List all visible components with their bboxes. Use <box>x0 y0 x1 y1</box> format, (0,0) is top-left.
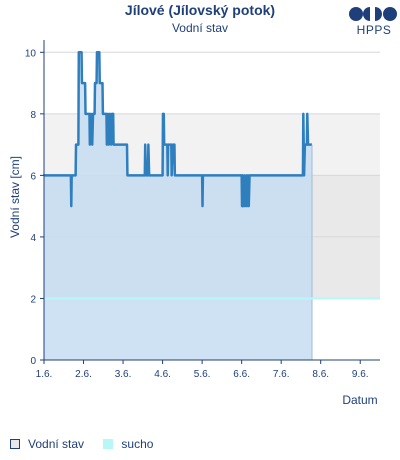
y-tick-label-1: 2 <box>30 294 36 305</box>
legend: Vodní stav sucho <box>10 437 169 452</box>
y-tick-label-5: 10 <box>25 48 37 59</box>
series-line-vodni-stav <box>42 51 313 208</box>
x-tick-label-7: 8.6. <box>312 369 329 380</box>
chart-title: Jílové (Jílovský potok) <box>124 2 276 18</box>
chart-subtitle: Vodní stav <box>171 21 229 35</box>
hpps-logo: HPPS <box>346 6 400 40</box>
x-tick-label-0: 1.6. <box>36 369 53 380</box>
x-tick-label-4: 5.6. <box>194 369 211 380</box>
legend-label-vodni-stav: Vodní stav <box>28 437 85 451</box>
x-tick-label-1: 2.6. <box>75 369 92 380</box>
series-area-vodni-stav <box>44 52 313 361</box>
hpps-logo-icon <box>349 7 397 21</box>
y-tick-label-4: 8 <box>30 110 36 121</box>
legend-item-sucho[interactable]: sucho <box>103 437 153 451</box>
logo-text: HPPS <box>356 23 392 37</box>
x-tick-label-6: 7.6. <box>273 369 290 380</box>
legend-swatch-sucho <box>103 439 114 449</box>
x-axis-label: Datum <box>342 393 378 407</box>
y-tick-label-0: 0 <box>30 356 36 367</box>
y-tick-label-3: 6 <box>30 171 36 182</box>
x-tick-label-2: 3.6. <box>115 369 132 380</box>
y-tick-label-2: 4 <box>30 233 36 244</box>
legend-label-sucho: sucho <box>121 437 154 451</box>
legend-swatch-vodni-stav <box>10 439 20 449</box>
legend-item-vodni-stav[interactable]: Vodní stav <box>10 437 84 451</box>
x-tick-label-8: 9.6. <box>352 369 369 380</box>
x-tick-label-3: 4.6. <box>154 369 171 380</box>
x-tick-label-5: 6.6. <box>233 369 250 380</box>
